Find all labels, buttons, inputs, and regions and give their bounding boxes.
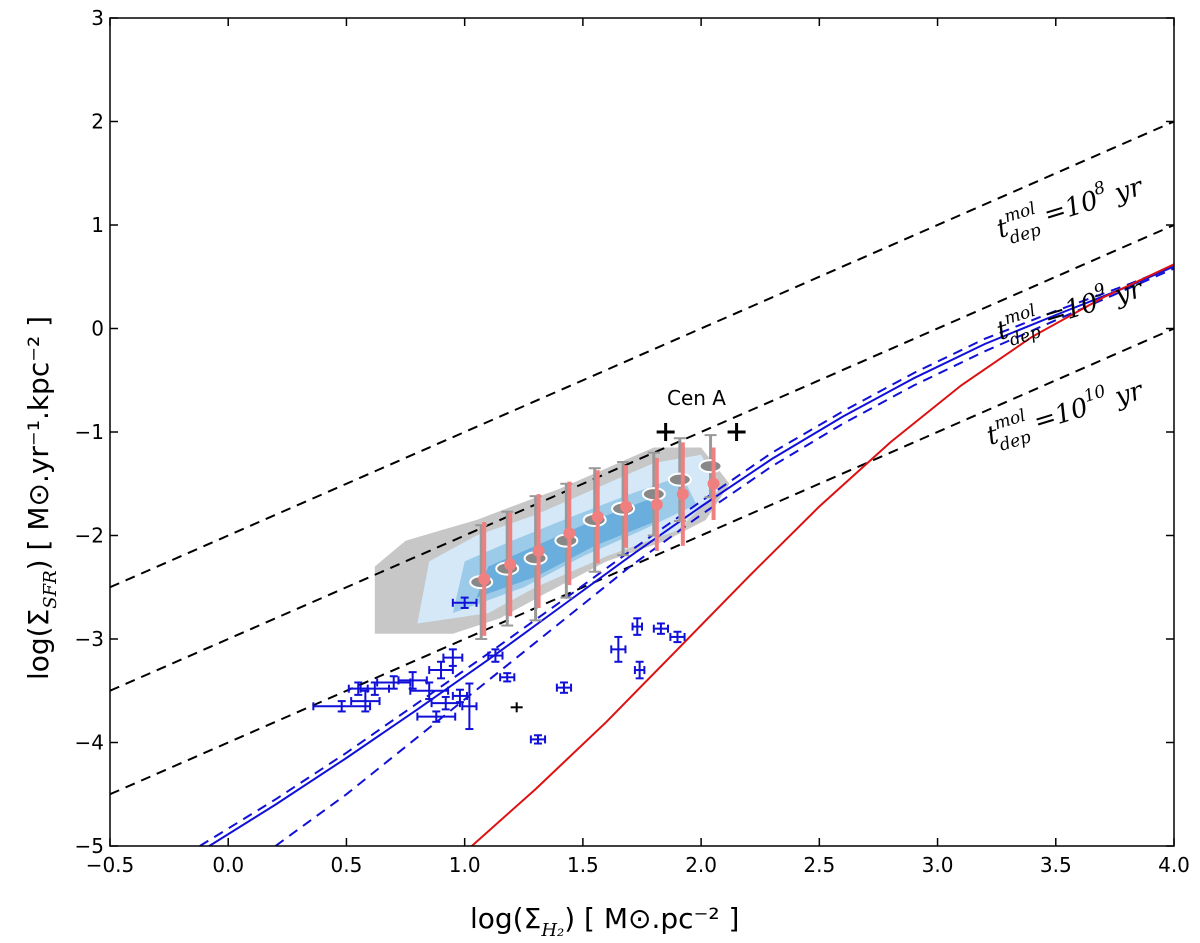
mean-marker [532, 545, 545, 558]
blue-point [430, 695, 461, 711]
blue-point [669, 630, 686, 644]
depletion-label-1e9: tmoldep =109 yr [992, 269, 1150, 354]
blue-point [451, 688, 469, 704]
x-tick-label: 0.5 [331, 853, 363, 877]
y-tick-label: −3 [75, 627, 104, 651]
x-tick-label: 4.0 [1158, 853, 1190, 877]
y-tick-label: −1 [75, 420, 104, 444]
blue-point [610, 635, 627, 663]
mean-marker [504, 558, 517, 571]
x-tick-label: −0.5 [86, 853, 135, 877]
x-tick-label: 3.5 [1040, 853, 1072, 877]
blue-point [631, 617, 643, 636]
tick-labels: −0.5 0.0 0.5 1.0 1.5 2.0 2.5 3.0 3.5 4.0 −5 −4 −3 −2 −… [75, 6, 1190, 877]
mean-marker [620, 500, 633, 513]
y-tick-label: −5 [75, 834, 104, 858]
cen-a-annotation: Cen A [667, 386, 726, 410]
median-marker [698, 459, 723, 474]
x-tick-label: 2.5 [803, 853, 835, 877]
y-tick-label: 2 [91, 110, 104, 134]
blue-point [461, 682, 478, 731]
mean-marker [676, 488, 689, 501]
x-tick-label: 3.0 [922, 853, 954, 877]
mean-marker [707, 477, 720, 490]
mean-marker [563, 527, 576, 540]
data-points [312, 423, 746, 745]
binned-mean-point [532, 494, 545, 608]
binned-mean-point [504, 512, 517, 617]
depletion-line-1 [110, 224, 1174, 692]
svg-text:tmoldep =1010 yr: tmoldep =1010 yr [982, 371, 1150, 459]
blue-point [487, 648, 504, 663]
median-marker [641, 487, 666, 502]
depletion-label-1e10: tmoldep =1010 yr [982, 371, 1150, 459]
depletion-label-1e8: tmoldep =108 yr [992, 167, 1150, 252]
mean-marker [591, 510, 604, 523]
y-axis-label: log(ΣSFR) [ M⊙.yr⁻¹.kpc⁻² ] [22, 316, 61, 680]
blue-point [416, 710, 457, 723]
x-tick-label: 1.5 [567, 853, 599, 877]
median-marker [667, 472, 692, 487]
blue-point [397, 671, 428, 690]
blue-point [376, 675, 412, 690]
y-tick-label: −4 [75, 731, 104, 755]
model-fit-curve [208, 265, 1174, 846]
blue-point [499, 672, 516, 683]
red-model-curve [471, 263, 1174, 846]
mean-marker [650, 498, 663, 511]
y-tick-label: −2 [75, 524, 104, 548]
blue-point [652, 622, 670, 635]
binned-mean-point [591, 470, 604, 564]
y-tick-label: 1 [91, 213, 104, 237]
blue-point [451, 596, 478, 609]
depletion-time-lines [110, 120, 1174, 796]
blue-point [529, 734, 547, 745]
depletion-line-0 [110, 120, 1174, 589]
x-axis-label: log(ΣH₂) [ M⊙.pc⁻² ] [470, 902, 739, 941]
binned-mean-point [650, 457, 663, 552]
x-tick-label: 1.0 [449, 853, 481, 877]
blue-point [442, 648, 464, 667]
blue-point [555, 681, 573, 694]
svg-text:tmoldep =109 yr: tmoldep =109 yr [992, 269, 1150, 354]
blue-point [312, 700, 372, 713]
blue-point [350, 689, 381, 713]
binned-mean-point [707, 447, 720, 520]
binned-mean-point [620, 465, 633, 548]
y-tick-label: 0 [91, 317, 104, 341]
model-curves [199, 263, 1174, 846]
binned-mean-point [563, 481, 576, 586]
blue-point [633, 660, 646, 680]
blue-point [409, 681, 450, 701]
binned-mean-point [478, 522, 491, 636]
x-tick-label: 2.0 [685, 853, 717, 877]
x-tick-label: 0.0 [212, 853, 244, 877]
blue-point [428, 660, 454, 680]
y-tick-label: 3 [91, 6, 104, 30]
depletion-line-2 [110, 327, 1174, 796]
mean-marker [478, 572, 491, 585]
svg-text:tmoldep =108 yr: tmoldep =108 yr [992, 167, 1150, 252]
model-upper-dashed [199, 265, 1174, 846]
model-lower-dashed [274, 267, 1174, 846]
binned-median-point [667, 437, 692, 523]
binned-mean-point [676, 442, 689, 546]
